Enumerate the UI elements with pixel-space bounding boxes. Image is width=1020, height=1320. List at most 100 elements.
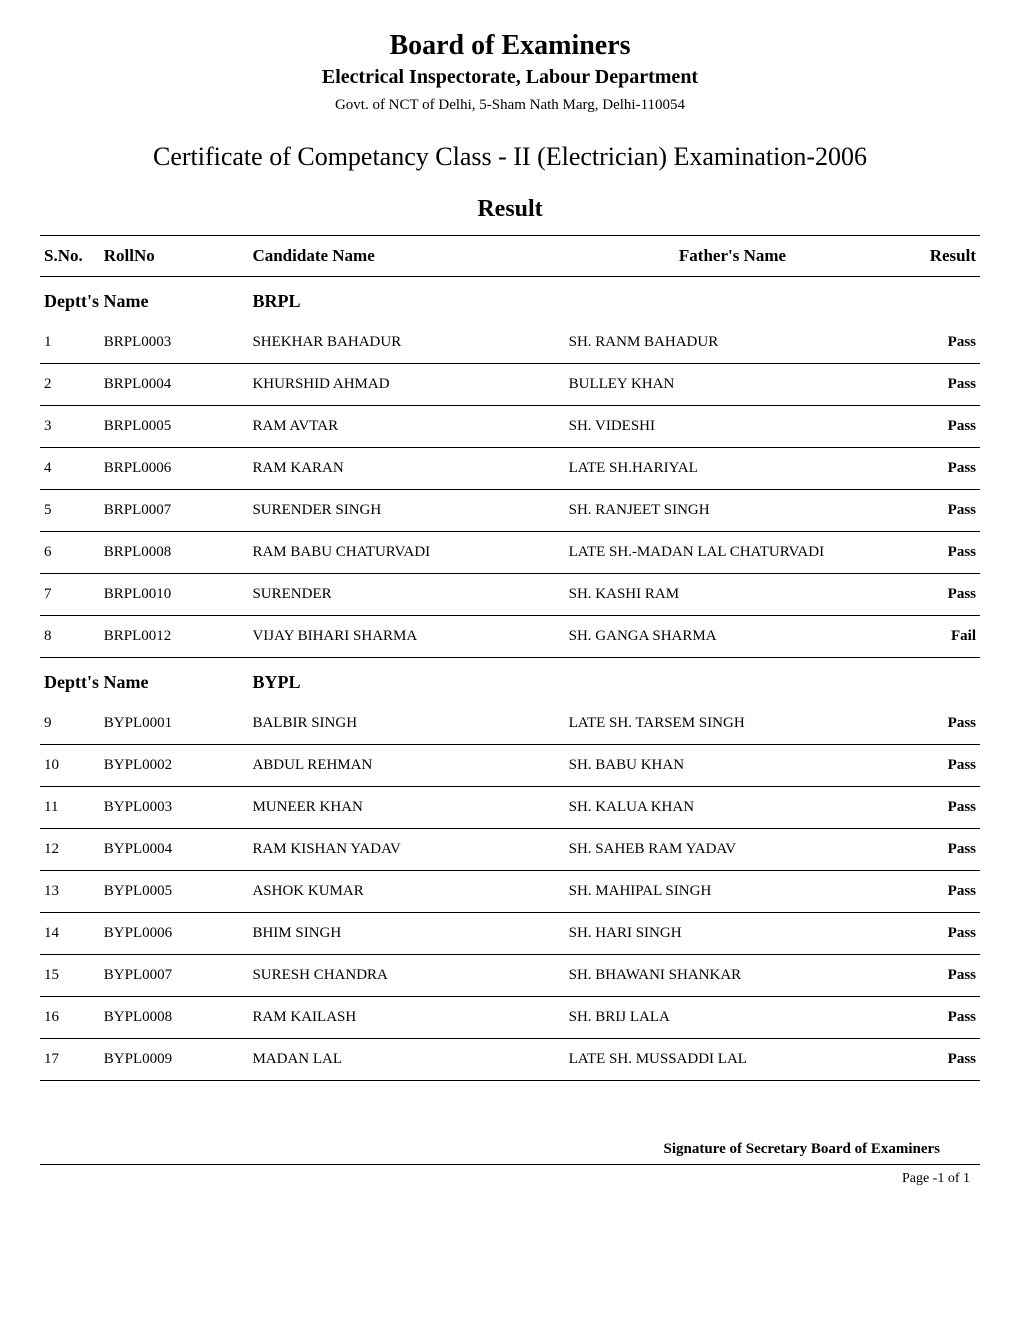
signature-line: Signature of Secretary Board of Examiner… [40, 1141, 980, 1158]
table-row: 15BYPL0007SURESH CHANDRASH. BHAWANI SHAN… [40, 955, 980, 997]
cell-candidate: MUNEER KHAN [248, 787, 564, 829]
cell-roll: BRPL0004 [100, 364, 249, 406]
cell-father: SH. HARI SINGH [565, 913, 901, 955]
cell-candidate: ASHOK KUMAR [248, 871, 564, 913]
cell-roll: BYPL0003 [100, 787, 249, 829]
table-row: 9BYPL0001BALBIR SINGHLATE SH. TARSEM SIN… [40, 703, 980, 745]
cell-roll: BRPL0012 [100, 616, 249, 658]
cell-result: Fail [900, 616, 980, 658]
cell-result: Pass [900, 1039, 980, 1081]
cell-father: SH. SAHEB RAM YADAV [565, 829, 901, 871]
cell-candidate: SURESH CHANDRA [248, 955, 564, 997]
dept-row: Deptt's NameBYPL [40, 658, 980, 704]
cell-father: LATE SH. MUSSADDI LAL [565, 1039, 901, 1081]
cell-sno: 2 [40, 364, 100, 406]
cell-sno: 15 [40, 955, 100, 997]
footer: Signature of Secretary Board of Examiner… [40, 1141, 980, 1187]
table-row: 11BYPL0003MUNEER KHANSH. KALUA KHANPass [40, 787, 980, 829]
cell-roll: BRPL0006 [100, 448, 249, 490]
result-heading: Result [40, 196, 980, 223]
table-row: 13BYPL0005ASHOK KUMARSH. MAHIPAL SINGHPa… [40, 871, 980, 913]
cell-sno: 17 [40, 1039, 100, 1081]
cell-roll: BYPL0004 [100, 829, 249, 871]
cell-candidate: RAM KAILASH [248, 997, 564, 1039]
cell-father: SH. KALUA KHAN [565, 787, 901, 829]
cell-roll: BYPL0009 [100, 1039, 249, 1081]
page-number: Page -1 of 1 [40, 1171, 980, 1187]
cell-sno: 8 [40, 616, 100, 658]
certificate-title: Certificate of Competancy Class - II (El… [40, 142, 980, 172]
cell-roll: BYPL0001 [100, 703, 249, 745]
cell-result: Pass [900, 703, 980, 745]
col-sno: S.No. [40, 236, 100, 277]
table-row: 14BYPL0006BHIM SINGHSH. HARI SINGHPass [40, 913, 980, 955]
cell-result: Pass [900, 574, 980, 616]
cell-candidate: RAM KARAN [248, 448, 564, 490]
cell-sno: 9 [40, 703, 100, 745]
col-father: Father's Name [565, 236, 901, 277]
cell-sno: 11 [40, 787, 100, 829]
cell-result: Pass [900, 787, 980, 829]
cell-result: Pass [900, 448, 980, 490]
cell-candidate: SHEKHAR BAHADUR [248, 322, 564, 364]
govt-line: Govt. of NCT of Delhi, 5-Sham Nath Marg,… [40, 97, 980, 114]
cell-sno: 12 [40, 829, 100, 871]
cell-result: Pass [900, 997, 980, 1039]
cell-sno: 13 [40, 871, 100, 913]
table-row: 7BRPL0010SURENDERSH. KASHI RAMPass [40, 574, 980, 616]
table-row: 10BYPL0002ABDUL REHMANSH. BABU KHANPass [40, 745, 980, 787]
results-table: S.No. RollNo Candidate Name Father's Nam… [40, 235, 980, 1081]
dept-name: BRPL [248, 277, 980, 323]
cell-result: Pass [900, 322, 980, 364]
cell-father: SH. RANJEET SINGH [565, 490, 901, 532]
cell-candidate: VIJAY BIHARI SHARMA [248, 616, 564, 658]
table-row: 4BRPL0006RAM KARANLATE SH.HARIYALPass [40, 448, 980, 490]
table-row: 12BYPL0004RAM KISHAN YADAVSH. SAHEB RAM … [40, 829, 980, 871]
dept-row: Deptt's NameBRPL [40, 277, 980, 323]
table-header-row: S.No. RollNo Candidate Name Father's Nam… [40, 236, 980, 277]
cell-roll: BRPL0003 [100, 322, 249, 364]
cell-candidate: KHURSHID AHMAD [248, 364, 564, 406]
cell-candidate: RAM BABU CHATURVADI [248, 532, 564, 574]
cell-father: SH. BHAWANI SHANKAR [565, 955, 901, 997]
col-roll: RollNo [100, 236, 249, 277]
document-header: Board of Examiners Electrical Inspectora… [40, 30, 980, 114]
dept-label: Deptt's Name [40, 658, 248, 704]
cell-result: Pass [900, 871, 980, 913]
cell-roll: BRPL0010 [100, 574, 249, 616]
cell-result: Pass [900, 364, 980, 406]
footer-divider [40, 1164, 980, 1165]
table-row: 5BRPL0007SURENDER SINGHSH. RANJEET SINGH… [40, 490, 980, 532]
cell-roll: BYPL0008 [100, 997, 249, 1039]
table-row: 8BRPL0012VIJAY BIHARI SHARMASH. GANGA SH… [40, 616, 980, 658]
cell-candidate: SURENDER SINGH [248, 490, 564, 532]
cell-roll: BRPL0007 [100, 490, 249, 532]
cell-father: SH. BABU KHAN [565, 745, 901, 787]
cell-roll: BYPL0002 [100, 745, 249, 787]
cell-candidate: RAM KISHAN YADAV [248, 829, 564, 871]
sub-title: Electrical Inspectorate, Labour Departme… [40, 66, 980, 89]
cell-roll: BYPL0006 [100, 913, 249, 955]
dept-label: Deptt's Name [40, 277, 248, 323]
cell-candidate: MADAN LAL [248, 1039, 564, 1081]
cell-roll: BRPL0005 [100, 406, 249, 448]
cell-sno: 6 [40, 532, 100, 574]
cell-father: LATE SH. TARSEM SINGH [565, 703, 901, 745]
cell-father: SH. KASHI RAM [565, 574, 901, 616]
cell-result: Pass [900, 532, 980, 574]
cell-result: Pass [900, 406, 980, 448]
table-row: 3BRPL0005RAM AVTARSH. VIDESHIPass [40, 406, 980, 448]
cell-candidate: ABDUL REHMAN [248, 745, 564, 787]
cell-result: Pass [900, 745, 980, 787]
main-title: Board of Examiners [40, 30, 980, 62]
cell-sno: 1 [40, 322, 100, 364]
cell-father: SH. VIDESHI [565, 406, 901, 448]
cell-result: Pass [900, 490, 980, 532]
cell-sno: 3 [40, 406, 100, 448]
cell-father: BULLEY KHAN [565, 364, 901, 406]
cell-roll: BRPL0008 [100, 532, 249, 574]
cell-roll: BYPL0007 [100, 955, 249, 997]
table-row: 17BYPL0009MADAN LALLATE SH. MUSSADDI LAL… [40, 1039, 980, 1081]
cell-father: SH. RANM BAHADUR [565, 322, 901, 364]
table-row: 6BRPL0008RAM BABU CHATURVADILATE SH.-MAD… [40, 532, 980, 574]
